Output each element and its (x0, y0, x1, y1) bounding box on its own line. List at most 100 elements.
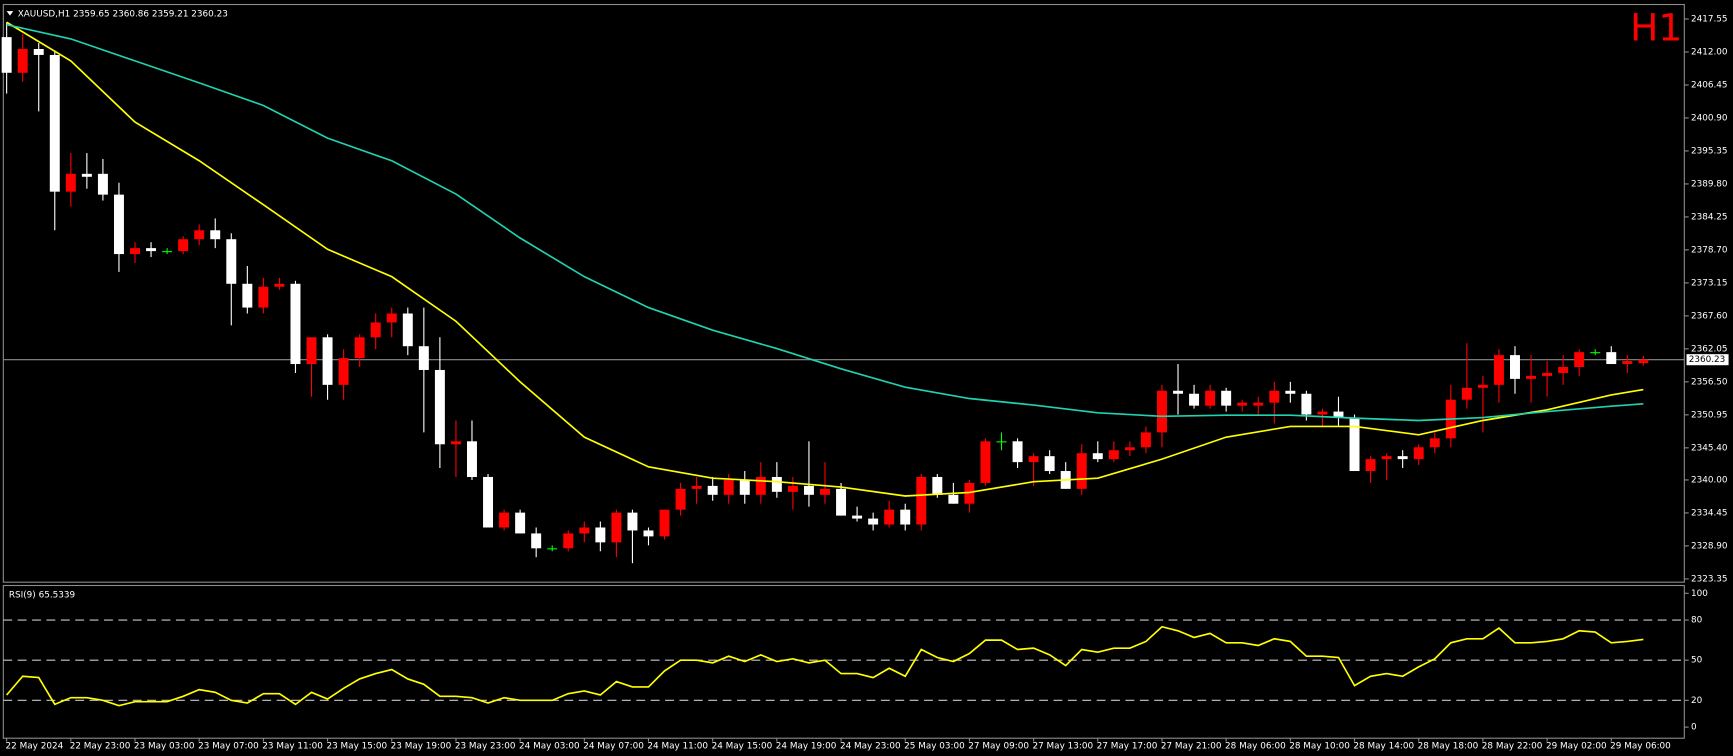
candle-body (1156, 390, 1167, 433)
high-value: 2360.86 (112, 9, 149, 19)
candle-body (402, 313, 413, 347)
price-label: 2360.23 (1689, 355, 1726, 365)
y-tick-label: 2345.40 (1691, 443, 1728, 453)
candle-body (467, 441, 477, 477)
candle-body (1189, 393, 1200, 406)
candle-body (836, 488, 847, 516)
candle-body (450, 441, 461, 445)
candle-body (258, 286, 269, 308)
y-tick-label: 2340.00 (1691, 475, 1728, 485)
price-label-box (1686, 354, 1729, 366)
candle-body (386, 313, 397, 323)
candle-body (290, 283, 301, 365)
candle-body (1381, 456, 1392, 460)
x-tick-label: 28 May 10:00 (1289, 741, 1350, 751)
candle-body (97, 173, 108, 195)
candle-body (162, 251, 173, 253)
y-tick-label: 2373.15 (1691, 278, 1728, 288)
rsi-line (6, 625, 1644, 707)
candle-body (1253, 402, 1264, 406)
candle-body (868, 518, 879, 525)
y-tick-label: 2400.90 (1691, 113, 1728, 123)
candle-body (884, 509, 895, 525)
candle-body (1301, 393, 1312, 415)
candle-body (130, 248, 140, 255)
plot-layer: 2417.55 2412.00 2406.45 2400.90 2395.35 2389.… (1, 14, 1729, 751)
candle-body (1205, 390, 1216, 406)
candle-body (226, 239, 237, 284)
candle-body (1028, 456, 1039, 463)
x-tick-label: 27 May 21:00 (1161, 741, 1222, 751)
moving-average (6, 23, 1644, 422)
candle-body (803, 485, 814, 495)
y-tick-label: 2395.35 (1691, 146, 1728, 156)
menu-arrow[interactable] (6, 11, 14, 16)
x-tick-label: 22 May 2024 (6, 741, 64, 751)
y-tick-label: 2367.60 (1691, 311, 1728, 321)
rsi-header: RSI(9) 65.5339 (9, 590, 75, 600)
rsi-title: RSI(9) (9, 590, 36, 600)
y-tick-label: 2412.00 (1691, 47, 1728, 57)
close-value: 2360.23 (191, 9, 228, 19)
candle-body (306, 337, 317, 365)
x-tick-label: 28 May 22:00 (1482, 741, 1543, 751)
candle-body (996, 441, 1007, 443)
candle-body (434, 369, 445, 445)
x-tick-label: 23 May 15:00 (326, 741, 387, 751)
candle-body (643, 530, 654, 537)
candle-body (820, 488, 830, 495)
candle-body (17, 49, 28, 73)
candle-body (1526, 375, 1537, 379)
candle-body (1493, 355, 1504, 385)
candle-body (1333, 411, 1344, 418)
candle-body (916, 476, 927, 525)
candle-body (1461, 387, 1472, 400)
candle-body (1622, 361, 1633, 365)
x-tick-label: 23 May 07:00 (198, 741, 259, 751)
candle-body (1285, 390, 1296, 394)
x-tick-label: 29 May 02:00 (1546, 741, 1607, 751)
y-tick-label: 2362.05 (1691, 344, 1728, 354)
candle-body (1574, 352, 1585, 368)
x-tick-label: 27 May 17:00 (1097, 741, 1158, 751)
low-value: 2359.21 (152, 9, 189, 19)
candle-body (900, 509, 911, 525)
candle-body (322, 337, 333, 385)
candle-body (771, 476, 782, 492)
candle-body (1173, 390, 1183, 394)
y-tick-label: 2328.90 (1691, 541, 1728, 551)
candle-body (146, 248, 157, 252)
candle-body (659, 509, 670, 537)
candle-body (338, 358, 349, 385)
y-tick-label: 2323.35 (1691, 574, 1728, 584)
candle-body (113, 194, 124, 255)
x-tick-label: 27 May 13:00 (1032, 741, 1093, 751)
y-tick-label: 20 (1691, 696, 1703, 706)
candle-body (964, 482, 975, 504)
candle-body (1349, 417, 1360, 472)
candle-body (49, 54, 60, 192)
candle-body (1542, 372, 1553, 376)
candle-body (1124, 447, 1135, 451)
y-tick-label: 2350.95 (1691, 410, 1728, 420)
x-tick-label: 24 May 23:00 (840, 741, 901, 751)
rsi-panel-frame (2, 584, 1685, 739)
candle-body (1558, 367, 1569, 373)
open-value: 2359.65 (73, 9, 110, 19)
candle-body (1317, 411, 1328, 415)
x-tick-label: 24 May 11:00 (647, 741, 708, 751)
candle-body (1237, 402, 1248, 406)
candle-body (932, 476, 943, 495)
candle-body (1365, 459, 1376, 472)
x-tick-label: 22 May 23:00 (70, 741, 131, 751)
candle-body (707, 485, 718, 495)
candle-body (1221, 390, 1232, 406)
candle-body (418, 346, 429, 370)
candle-body (1108, 450, 1119, 460)
candle-body (33, 49, 44, 55)
candle-body (65, 173, 76, 192)
candle-body (515, 512, 526, 534)
candle-body (547, 548, 558, 550)
candle-body (627, 512, 638, 531)
x-tick-label: 28 May 18:00 (1418, 741, 1479, 751)
